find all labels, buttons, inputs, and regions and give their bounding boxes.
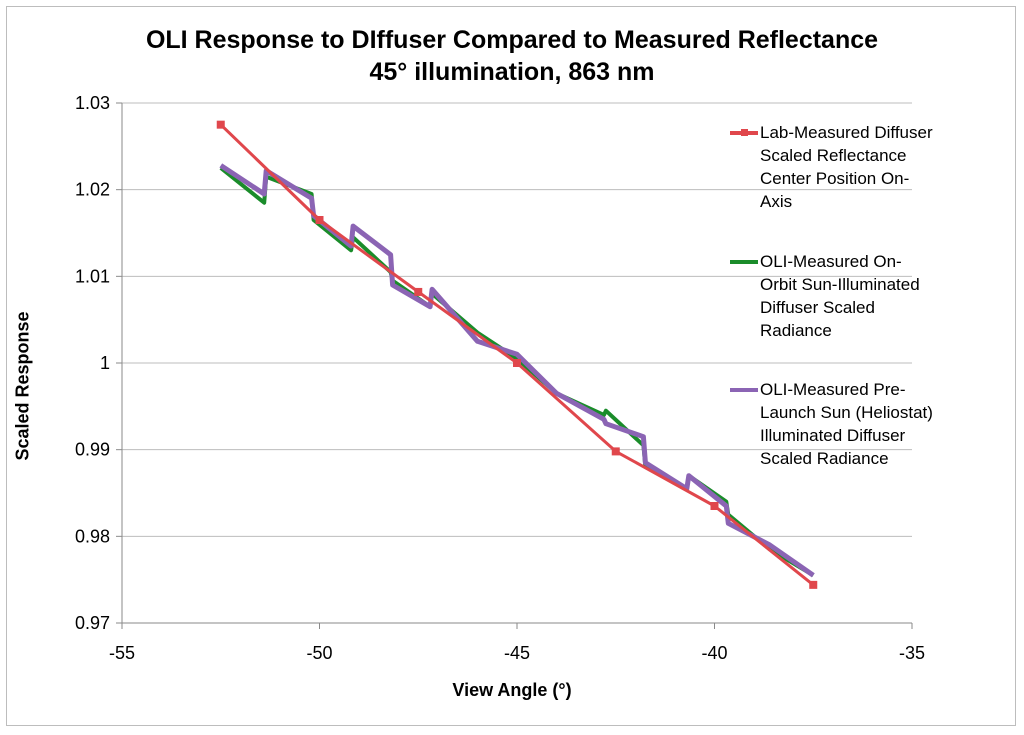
series-lab-measured-point [414,287,423,296]
y-tick-label: 1.01 [75,266,110,286]
x-tick-label: -35 [899,643,925,663]
y-tick-label: 1.02 [75,180,110,200]
series-lab-measured-point [809,580,818,589]
y-tick-label: 1 [100,353,110,373]
x-tick-label: -50 [306,643,332,663]
series-lab-measured-point [710,502,719,510]
series-lab-measured-point [315,216,324,224]
chart-subtitle: 45° illumination, 863 nm [369,58,655,86]
legend-label-pre-launch: OLI-Measured Pre- Launch Sun (Heliostat)… [760,380,933,468]
series-lab-measured-point [216,120,225,129]
legend-line-on-orbit [730,260,758,264]
legend-line-pre-launch [730,388,758,392]
y-tick-label: 0.98 [75,526,110,546]
chart-frame [6,6,1016,726]
legend-label-lab-measured: Lab-Measured Diffuser Scaled Reflectance… [760,123,933,211]
y-tick-label: 1.03 [75,93,110,113]
legend-marker-lab-measured [741,129,748,136]
x-axis-label: View Angle (°) [452,680,572,700]
y-tick-label: 0.99 [75,440,110,460]
legend-label-on-orbit: OLI-Measured On- Orbit Sun-Illuminated D… [760,252,920,340]
series-lab-measured-point [611,447,620,456]
x-tick-label: -40 [701,643,727,663]
x-tick-label: -45 [504,643,530,663]
series-lab-measured-point [513,359,521,367]
x-tick-label: -55 [109,643,135,663]
chart-title: OLI Response to DIffuser Compared to Mea… [145,26,879,54]
y-tick-label: 0.97 [75,613,110,633]
